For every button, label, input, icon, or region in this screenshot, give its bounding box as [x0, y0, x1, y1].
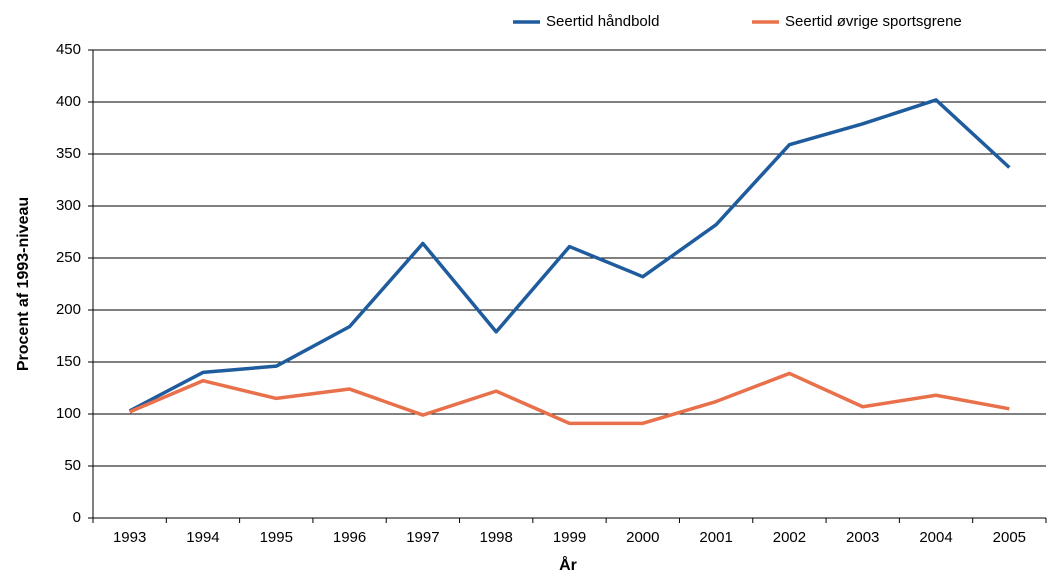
x-tick-label: 2001	[699, 529, 732, 546]
y-tick-label: 250	[56, 249, 81, 266]
x-tick-label: 1997	[406, 529, 439, 546]
y-tick-label: 350	[56, 145, 81, 162]
legend-label: Seertid øvrige sportsgrene	[785, 13, 962, 30]
series-line	[128, 98, 1011, 413]
x-tick-label: 1998	[480, 529, 513, 546]
x-tick-label: 1993	[113, 529, 146, 546]
y-axis-title: Procent af 1993-niveau	[15, 197, 32, 371]
y-tick-label: 50	[64, 457, 81, 474]
series-line	[128, 371, 1010, 426]
x-tick-label: 2004	[919, 529, 952, 546]
x-axis-title: År	[559, 555, 577, 574]
y-tick-label: 100	[56, 405, 81, 422]
x-tick-label: 1994	[186, 529, 219, 546]
x-tick-label: 2005	[993, 529, 1026, 546]
x-tick-label: 2000	[626, 529, 659, 546]
y-tick-label: 0	[73, 509, 81, 526]
y-tick-label: 300	[56, 197, 81, 214]
x-tick-label: 2002	[773, 529, 806, 546]
x-tick-label: 2003	[846, 529, 879, 546]
y-tick-label: 200	[56, 301, 81, 318]
y-tick-label: 400	[56, 93, 81, 110]
y-tick-label: 150	[56, 353, 81, 370]
x-tick-label: 1995	[260, 529, 293, 546]
x-tick-label: 1996	[333, 529, 366, 546]
x-tick-label: 1999	[553, 529, 586, 546]
y-tick-label: 450	[56, 41, 81, 58]
legend-label: Seertid håndbold	[546, 13, 659, 30]
